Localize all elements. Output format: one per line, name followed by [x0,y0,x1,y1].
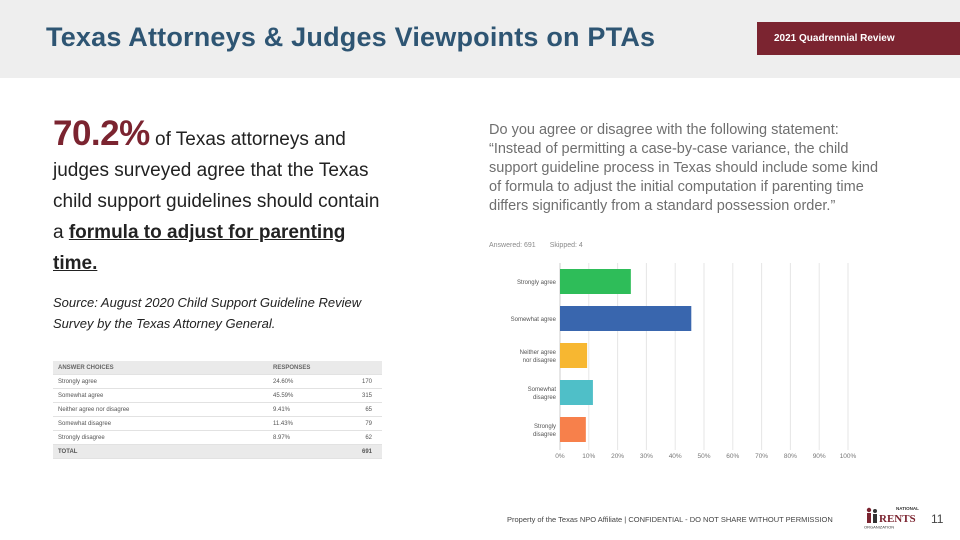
skipped-count: Skipped: 4 [549,242,583,249]
stat-text: of Texas attorneys and judges surveyed a… [53,129,380,243]
table-row: Strongly agree 24.60% 170 [53,374,382,389]
page-title: Texas Attorneys & Judges Viewpoints on P… [46,22,656,52]
table-cell-pct: 9.41% [268,402,343,417]
answered-count: Answered: 691 [489,242,536,249]
category-label: Neither agree nor disagree [520,350,557,364]
category-label: Strongly disagree [533,424,557,438]
tick-label: 20% [611,453,624,460]
svg-text:RENTS: RENTS [879,513,916,525]
table-cell-count: 62 [343,430,382,445]
footer-text: Property of the Texas NPO Affiliate | CO… [507,515,833,524]
tick-label: 80% [784,453,797,460]
bar [560,417,586,442]
table-total-count: 691 [343,444,382,459]
stat-percent: 70.2% [53,114,150,153]
bar [560,343,588,368]
tick-label: 70% [755,453,768,460]
table-total-row: TOTAL 691 [53,444,382,459]
tick-label: 10% [582,453,595,460]
tick-label: 30% [640,453,653,460]
table-header-responses: RESPONSES [268,361,343,375]
responses-table: ANSWER CHOICES RESPONSES Strongly agree … [53,361,382,459]
bar [560,269,631,294]
table-cell-pct: 45.59% [268,388,343,403]
table-cell-count: 170 [343,374,382,389]
table-cell-pct: 11.43% [268,416,343,431]
table-header-choices: ANSWER CHOICES [53,361,268,375]
key-stat: 70.2% of Texas attorneys and judges surv… [53,116,383,279]
tick-label: 100% [840,453,857,460]
category-label: Somewhat agree [511,317,557,323]
table-header-row: ANSWER CHOICES RESPONSES [53,361,382,375]
svg-text:ORGANIZATION: ORGANIZATION [864,525,894,530]
review-badge: 2021 Quadrennial Review [757,22,960,55]
bar [560,380,593,405]
table-row: Somewhat agree 45.59% 315 [53,388,382,403]
tick-label: 0% [555,453,565,460]
table-cell-count: 65 [343,402,382,417]
table-cell-choice: Strongly disagree [53,430,268,445]
table-row: Neither agree nor disagree 9.41% 65 [53,402,382,417]
table-cell-count: 315 [343,388,382,403]
survey-question: Do you agree or disagree with the follow… [489,122,879,214]
table-row: Strongly disagree 8.97% 62 [53,430,382,445]
tick-label: 50% [697,453,710,460]
table-cell-pct: 24.60% [268,374,343,389]
tick-label: 60% [726,453,739,460]
category-label: Strongly agree [517,280,557,286]
survey-meta: Answered: 691 Skipped: 4 [489,242,597,249]
table-cell-choice: Strongly agree [53,374,268,389]
category-label: Somewhat disagree [528,387,557,401]
table-cell-pct: 8.97% [268,430,343,445]
npo-logo-icon: NATIONAL RENTS ORGANIZATION [864,506,919,530]
stat-emphasis: formula to adjust for parenting time. [53,222,346,274]
source-note: Source: August 2020 Child Support Guidel… [53,295,362,331]
table-row: Somewhat disagree 11.43% 79 [53,416,382,431]
agreement-bar-chart: Strongly agree Somewhat agree Neither agre… [511,263,857,460]
page-number: 11 [931,512,944,526]
table-cell-choice: Somewhat agree [53,388,268,403]
tick-label: 90% [813,453,826,460]
header-band: Texas Attorneys & Judges Viewpoints on P… [0,0,960,78]
table-cell-choice: Somewhat disagree [53,416,268,431]
tick-label: 40% [669,453,682,460]
table-cell-choice: Neither agree nor disagree [53,402,268,417]
svg-text:NATIONAL: NATIONAL [896,506,919,511]
bar [560,306,692,331]
table-total-label: TOTAL [53,444,268,459]
table-cell-count: 79 [343,416,382,431]
